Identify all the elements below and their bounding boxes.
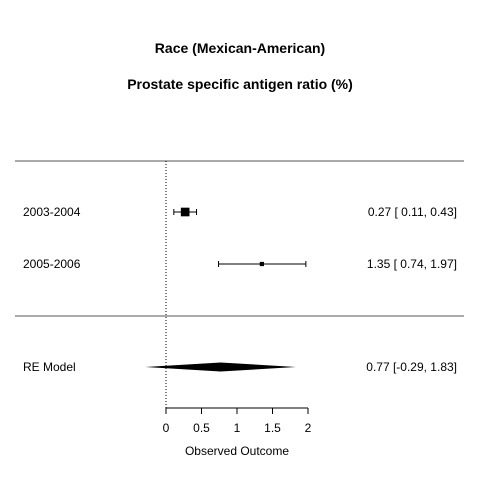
studies-group: 2003-2004 0.27 [ 0.11, 0.43] 2005-2006 1.35…	[23, 205, 457, 271]
summary-value: 0.77 [-0.29, 1.83]	[366, 360, 457, 374]
study-point	[259, 261, 264, 267]
summary-diamond	[145, 362, 296, 372]
chart-subtitle: Prostate specific antigen ratio (%)	[127, 76, 353, 92]
study-label: 2003-2004	[23, 205, 81, 219]
x-tick-label: 0	[163, 421, 170, 435]
x-tick-label: 0.5	[193, 421, 210, 435]
study-point	[180, 207, 190, 217]
x-tick-label: 1.5	[264, 421, 281, 435]
x-axis-ticks: 0 0.5 1 1.5 2	[163, 408, 312, 435]
x-axis-label: Observed Outcome	[185, 444, 289, 458]
study-value: 1.35 [ 0.74, 1.97]	[367, 257, 457, 271]
study-label: 2005-2006	[23, 257, 81, 271]
x-tick-label: 2	[305, 421, 312, 435]
x-tick-label: 1	[234, 421, 241, 435]
summary-label: RE Model	[23, 360, 76, 374]
study-value: 0.27 [ 0.11, 0.43]	[368, 205, 457, 219]
chart-title: Race (Mexican-American)	[155, 40, 325, 56]
